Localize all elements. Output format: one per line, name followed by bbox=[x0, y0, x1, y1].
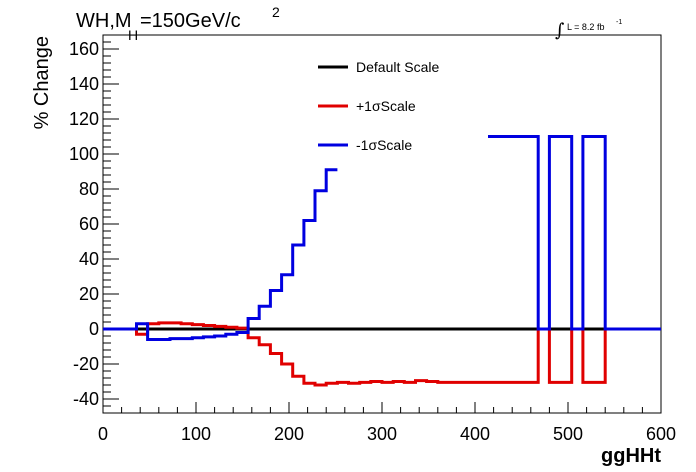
y-tick-label: 60 bbox=[79, 214, 99, 234]
x-tick-label: 400 bbox=[460, 424, 490, 444]
y-tick-label: 140 bbox=[69, 74, 99, 94]
x-tick-label: 500 bbox=[553, 424, 583, 444]
x-tick-label: 200 bbox=[274, 424, 304, 444]
y-tick-label: 100 bbox=[69, 144, 99, 164]
series-plus1sigma bbox=[103, 321, 661, 387]
y-tick-label: 0 bbox=[89, 319, 99, 339]
y-axis-title: % Change bbox=[31, 36, 53, 129]
y-tick-label: -20 bbox=[73, 354, 99, 374]
title-superscript: 2 bbox=[272, 4, 280, 20]
series-minus1sigma bbox=[103, 168, 338, 341]
lumi-text: L = 8.2 fb bbox=[567, 22, 604, 32]
title-rest: =150GeV/c bbox=[140, 10, 241, 32]
legend: Default Scale +1σScale -1σScale bbox=[318, 59, 439, 153]
y-tick-label: 20 bbox=[79, 284, 99, 304]
y-tick-label: 80 bbox=[79, 179, 99, 199]
lumi-superscript: -1 bbox=[616, 19, 622, 26]
legend-label-plus1sigma: +1σScale bbox=[356, 98, 416, 114]
plot-frame bbox=[102, 34, 662, 414]
x-axis-title: ggHHt bbox=[601, 445, 661, 467]
title-subscript: H bbox=[128, 27, 138, 43]
luminosity-label: ∫ L = 8.2 fb -1 bbox=[555, 19, 622, 41]
title-main: WH,M bbox=[76, 10, 132, 32]
x-tick-label: 0 bbox=[98, 424, 108, 444]
data-series bbox=[103, 135, 661, 387]
axis-ticks: 0 100 200 300 400 500 600 -40 -20 0 20 40 60 80 100 120… bbox=[69, 39, 676, 444]
integral-symbol: ∫ bbox=[555, 20, 565, 41]
y-tick-label: 120 bbox=[69, 109, 99, 129]
x-tick-label: 300 bbox=[367, 424, 397, 444]
x-tick-label: 600 bbox=[646, 424, 676, 444]
x-tick-label: 100 bbox=[181, 424, 211, 444]
chart-title: WH,M H =150GeV/c 2 bbox=[76, 4, 280, 43]
y-tick-label: 40 bbox=[79, 249, 99, 269]
legend-label-minus1sigma: -1σScale bbox=[356, 137, 412, 153]
legend-label-default: Default Scale bbox=[356, 59, 439, 75]
y-tick-label: -40 bbox=[73, 389, 99, 409]
y-tick-label: 160 bbox=[69, 39, 99, 59]
series-minus1sigma bbox=[488, 135, 661, 331]
